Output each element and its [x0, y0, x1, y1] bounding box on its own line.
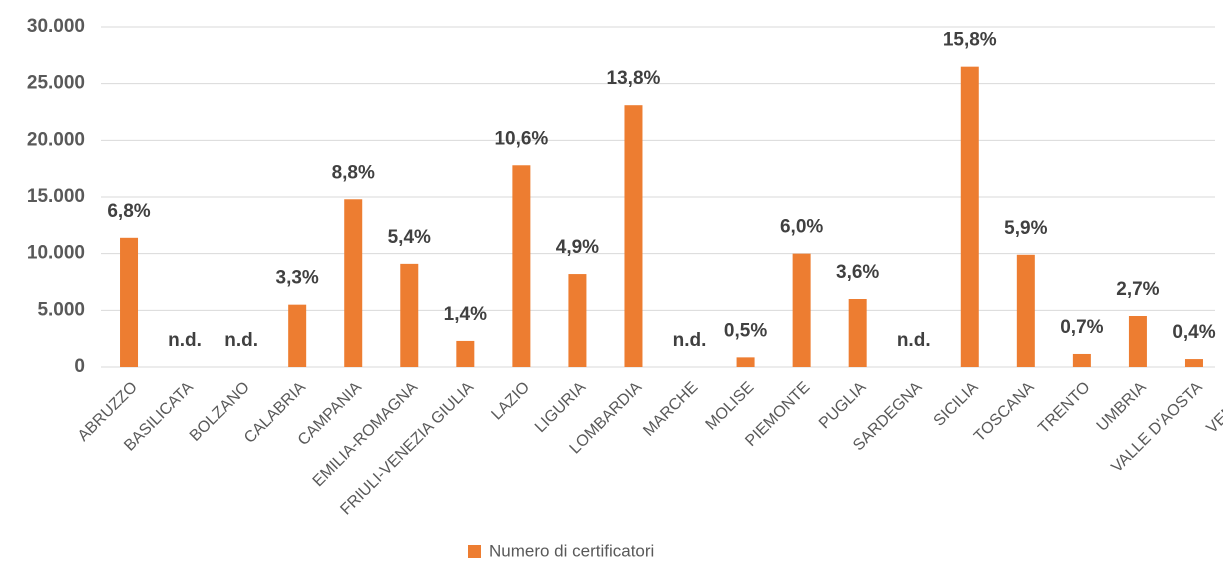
- data-label: n.d.: [897, 330, 931, 351]
- bar: [960, 66, 979, 368]
- data-label: 8,8%: [332, 162, 375, 183]
- x-tick-label: SICILIA: [931, 379, 982, 430]
- bar: [120, 237, 139, 367]
- x-tick-label: TOSCANA: [971, 379, 1038, 446]
- bar: [736, 357, 755, 367]
- x-tick-label: EMILIA-ROMAGNA: [310, 379, 422, 491]
- bar: [1128, 316, 1147, 367]
- x-tick-label: PUGLIA: [816, 379, 870, 433]
- bar: [1072, 353, 1091, 367]
- y-tick-label: 5.000: [37, 299, 85, 320]
- x-tick-label: LIGURIA: [532, 379, 590, 437]
- data-label: n.d.: [168, 330, 202, 351]
- bar: [792, 253, 811, 367]
- y-tick-label: 10.000: [27, 243, 85, 264]
- y-tick-label: 30.000: [27, 16, 85, 37]
- data-label: 0,5%: [724, 320, 767, 341]
- bar: [1016, 254, 1035, 367]
- bar: [456, 340, 475, 367]
- y-tick-label: 15.000: [27, 186, 85, 207]
- data-label: 0,7%: [1060, 317, 1103, 338]
- bar: [512, 165, 531, 367]
- bar: [848, 299, 867, 367]
- data-label: 5,9%: [1004, 218, 1047, 239]
- x-tick-label: UMBRIA: [1094, 379, 1150, 435]
- x-tick-label: TRENTO: [1035, 379, 1093, 437]
- bar: [288, 304, 307, 367]
- bar: [344, 199, 363, 367]
- data-label: 4,9%: [556, 237, 599, 258]
- y-tick-label: 0: [74, 356, 85, 377]
- data-label: 5,4%: [388, 227, 431, 248]
- bar: [568, 274, 587, 367]
- x-tick-label: MOLISE: [703, 379, 758, 434]
- data-label: 6,8%: [107, 201, 150, 222]
- y-tick-label: 20.000: [27, 129, 85, 150]
- data-label: 3,6%: [836, 262, 879, 283]
- bar: [624, 105, 643, 367]
- data-label: 0,4%: [1172, 322, 1215, 343]
- data-label: 15,8%: [943, 30, 997, 51]
- bar: [400, 263, 419, 367]
- data-label: 13,8%: [607, 68, 661, 89]
- data-label: 2,7%: [1116, 279, 1159, 300]
- data-label: n.d.: [224, 330, 258, 351]
- legend-swatch: [468, 545, 481, 558]
- legend-label: Numero di certificatori: [489, 541, 654, 560]
- bar: [1184, 359, 1203, 367]
- x-tick-label: VENETO: [1204, 379, 1223, 437]
- data-label: 10,6%: [494, 128, 548, 149]
- x-tick-label: LAZIO: [488, 379, 533, 424]
- data-label: 3,3%: [276, 268, 319, 289]
- data-label: 1,4%: [444, 304, 487, 325]
- x-tick-label: MARCHE: [640, 379, 701, 440]
- data-label: n.d.: [673, 330, 707, 351]
- y-tick-label: 25.000: [27, 73, 85, 94]
- data-label: 6,0%: [780, 217, 823, 238]
